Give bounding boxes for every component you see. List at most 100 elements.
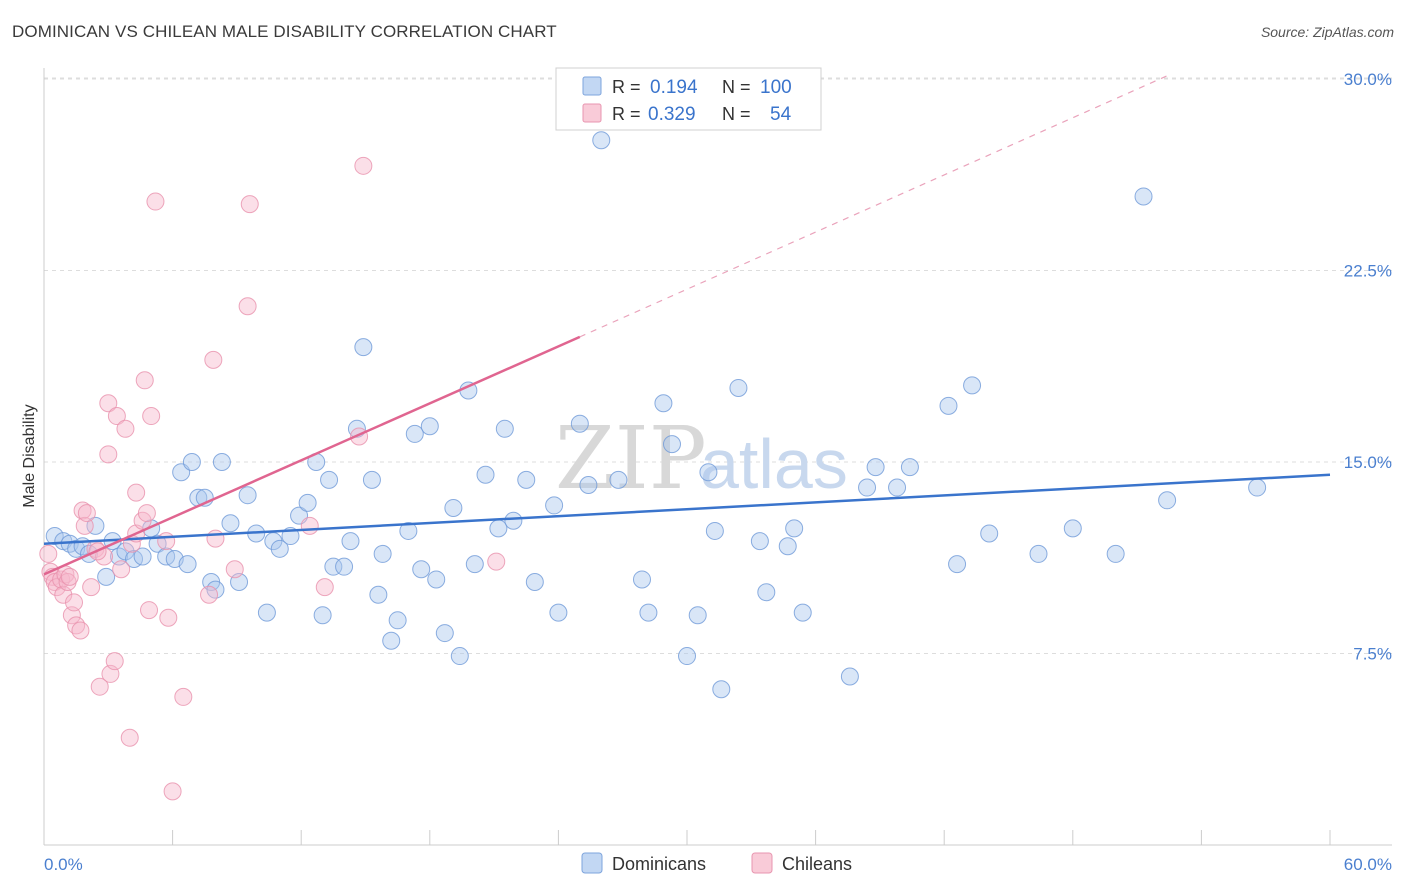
data-point [140,601,159,620]
data-point [963,376,982,395]
legend-n-value-1: 100 [760,77,792,98]
data-point [427,570,446,589]
data-point [105,652,124,671]
data-point [545,496,564,515]
data-point [654,394,673,413]
y-tick-labels: 7.5% 15.0% 22.5% 30.0% [1344,70,1392,664]
data-point [116,419,135,438]
watermark: ZIP atlas [555,409,848,509]
data-point [1106,544,1125,563]
data-point [757,583,776,602]
data-point [444,498,463,517]
data-point [39,544,58,563]
legend-r-value-1: 0.194 [650,77,698,98]
axes [43,68,1392,846]
data-point [354,338,373,357]
data-point [793,603,812,622]
dominicans-points [45,131,1267,699]
data-point [688,606,707,625]
data-point [60,567,79,586]
data-point [888,478,907,497]
data-point [382,631,401,650]
data-point [82,578,101,597]
data-point [729,378,748,397]
data-point [840,667,859,686]
data-point [699,463,718,482]
data-point [1029,544,1048,563]
grid-lines [44,77,1392,654]
data-point [313,606,332,625]
data-point [369,585,388,604]
data-point [487,552,506,571]
x-tick-label-min: 0.0% [44,855,83,874]
data-point [525,573,544,592]
bottom-legend-label-chileans: Chileans [782,854,852,874]
x-ticks [43,830,1331,845]
data-point [240,195,259,214]
data-point [135,371,154,390]
data-point [298,493,317,512]
data-point [980,524,999,543]
data-point [373,544,392,563]
data-point [142,407,161,426]
data-point [133,547,152,566]
data-point [712,680,731,699]
data-point [939,396,958,415]
data-point [678,647,696,666]
data-point [163,782,182,801]
data-point [354,156,373,175]
data-point [71,621,90,640]
legend-r-value-2: 0.329 [648,104,696,125]
legend-r-label-1: R = [612,77,641,97]
data-point [495,419,514,438]
data-point [178,555,197,574]
data-point [127,483,146,502]
data-point [238,486,257,505]
data-point [750,532,769,551]
data-point [476,465,495,484]
y-axis-label: Male Disability [21,404,38,507]
data-point [549,603,568,622]
data-point [212,453,231,471]
data-point [221,514,240,533]
bottom-legend-label-dominicans: Dominicans [612,854,706,874]
x-tick-label-max: 60.0% [1344,855,1392,874]
data-point [450,647,469,666]
data-point [420,417,439,436]
legend-n-value-2: 54 [770,104,792,125]
data-point [504,511,523,530]
data-point [866,458,885,477]
data-point [137,504,156,523]
bottom-legend-swatch-dominicans [581,852,603,874]
data-point [146,192,165,211]
data-point [320,470,339,489]
data-point [405,424,424,443]
data-point [858,478,877,497]
data-point [174,687,193,706]
legend-r-label-2: R = [612,104,641,124]
legend-swatch-pink [582,103,602,123]
data-point [238,297,257,316]
chart-title: DOMINICAN VS CHILEAN MALE DISABILITY COR… [12,22,557,41]
data-point [45,527,64,546]
data-point [182,453,201,471]
data-point [489,519,508,538]
data-point [388,611,407,630]
data-point [662,435,681,454]
watermark-zip: ZIP [555,409,707,509]
y-tick-label: 15.0% [1344,453,1392,472]
y-tick-label: 22.5% [1344,262,1392,281]
legend-n-label-1: N = [722,77,751,97]
data-point [107,407,126,426]
trend-line-chileans [43,335,581,576]
bottom-legend-swatch-chileans [751,852,773,874]
data-point [270,539,289,558]
data-point [300,516,319,535]
data-point [315,578,334,597]
data-point [225,560,244,579]
data-point [785,519,804,538]
data-point [778,537,797,556]
data-point [1248,478,1267,497]
data-point [517,470,536,489]
